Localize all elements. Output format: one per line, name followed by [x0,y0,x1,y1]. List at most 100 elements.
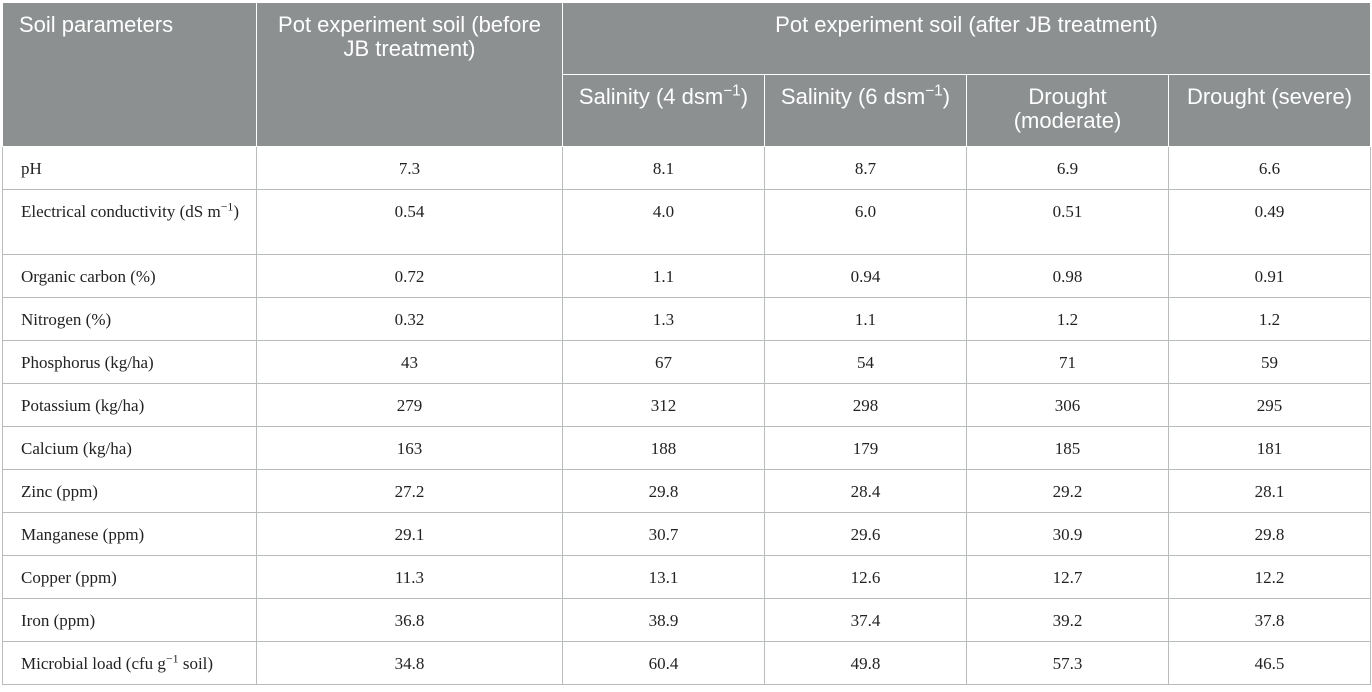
value-cell: 38.9 [562,598,765,642]
parameter-label: Phosphorus (kg/ha) [21,353,154,372]
parameter-superscript: −1 [165,651,179,666]
table-row: Iron (ppm) 36.8 38.9 37.4 39.2 37.8 [2,598,1372,642]
parameter-cell: Copper (ppm) [2,555,257,599]
parameter-label: Nitrogen (%) [21,310,112,329]
value-cell: 29.6 [764,512,967,556]
value-cell: 49.8 [764,641,967,685]
value-cell: 0.54 [256,189,563,255]
value-cell: 188 [562,426,765,470]
header-drought-severe: Drought (severe) [1167,74,1372,147]
table-row: Nitrogen (%) 0.32 1.3 1.1 1.2 1.2 [2,297,1372,341]
header-label: Drought (severe) [1186,84,1353,109]
header-salinity-6: Salinity (6 dsm−1) [764,74,967,147]
parameter-label: pH [21,159,42,178]
header-superscript: −1 [925,82,943,100]
parameter-cell: Organic carbon (%) [2,254,257,298]
parameter-cell: pH [2,146,257,190]
parameter-label: Zinc (ppm) [21,482,98,501]
table-row: Potassium (kg/ha) 279 312 298 306 295 [2,383,1372,427]
value-cell: 30.9 [966,512,1169,556]
parameter-cell: Microbial load (cfu g−1 soil) [2,641,257,685]
parameter-label: Calcium (kg/ha) [21,439,132,458]
value-cell: 13.1 [562,555,765,599]
value-cell: 0.94 [764,254,967,298]
parameter-label: Electrical conductivity (dS m [21,202,221,221]
header-superscript: −1 [723,82,741,100]
value-cell: 295 [1167,383,1372,427]
value-cell: 181 [1167,426,1372,470]
value-cell: 54 [764,340,967,384]
value-cell: 29.2 [966,469,1169,513]
parameter-cell: Nitrogen (%) [2,297,257,341]
parameter-label: Copper (ppm) [21,568,117,587]
header-label: Salinity (4 dsm [578,84,724,109]
value-cell: 0.91 [1167,254,1372,298]
header-drought-moderate: Drought (moderate) [966,74,1169,147]
value-cell: 43 [256,340,563,384]
value-cell: 6.9 [966,146,1169,190]
value-cell: 8.1 [562,146,765,190]
parameter-label: Iron (ppm) [21,611,96,630]
header-after-treatment: Pot experiment soil (after JB treatment) [561,2,1372,75]
value-cell: 59 [1167,340,1372,384]
value-cell: 36.8 [256,598,563,642]
header-label: Drought (moderate) [1013,84,1122,133]
header-row-top: Soil parameters Pot experiment soil (bef… [2,2,1372,147]
value-cell: 312 [562,383,765,427]
value-cell: 60.4 [562,641,765,685]
value-cell: 1.3 [562,297,765,341]
value-cell: 29.8 [562,469,765,513]
value-cell: 0.51 [966,189,1169,255]
table-row: Manganese (ppm) 29.1 30.7 29.6 30.9 29.8 [2,512,1372,556]
header-soil-parameters: Soil parameters [2,2,257,147]
value-cell: 0.72 [256,254,563,298]
value-cell: 39.2 [966,598,1169,642]
value-cell: 12.2 [1167,555,1372,599]
value-cell: 8.7 [764,146,967,190]
table-row: Microbial load (cfu g−1 soil) 34.8 60.4 49.… [2,641,1372,685]
value-cell: 179 [764,426,967,470]
header-label-end: ) [942,84,951,109]
value-cell: 7.3 [256,146,563,190]
header-before-treatment: Pot experiment soil (before JB treatment… [256,2,563,147]
parameter-label: Organic carbon (%) [21,267,156,286]
table-row: Zinc (ppm) 27.2 29.8 28.4 29.2 28.1 [2,469,1372,513]
table-row: Calcium (kg/ha) 163 188 179 185 181 [2,426,1372,470]
table-row: Organic carbon (%) 0.72 1.1 0.94 0.98 0.91 [2,254,1372,298]
value-cell: 71 [966,340,1169,384]
value-cell: 0.49 [1167,189,1372,255]
value-cell: 27.2 [256,469,563,513]
parameter-cell: Zinc (ppm) [2,469,257,513]
value-cell: 28.4 [764,469,967,513]
parameter-label-end: soil) [178,654,214,673]
value-cell: 0.32 [256,297,563,341]
value-cell: 29.8 [1167,512,1372,556]
parameter-superscript: −1 [220,199,234,214]
parameter-cell: Calcium (kg/ha) [2,426,257,470]
value-cell: 11.3 [256,555,563,599]
parameter-cell: Electrical conductivity (dS m−1) [2,189,257,255]
value-cell: 37.8 [1167,598,1372,642]
value-cell: 12.6 [764,555,967,599]
header-label: Salinity (6 dsm [780,84,926,109]
table-row: Copper (ppm) 11.3 13.1 12.6 12.7 12.2 [2,555,1372,599]
parameter-label: Manganese (ppm) [21,525,145,544]
value-cell: 6.6 [1167,146,1372,190]
header-row-sub: Salinity (4 dsm−1) Salinity (6 dsm−1) Dr… [3,74,1372,147]
table-header: Soil parameters Pot experiment soil (bef… [2,2,1372,147]
table-row: Phosphorus (kg/ha) 43 67 54 71 59 [2,340,1372,384]
value-cell: 1.2 [1167,297,1372,341]
parameter-cell: Manganese (ppm) [2,512,257,556]
value-cell: 298 [764,383,967,427]
value-cell: 6.0 [764,189,967,255]
value-cell: 28.1 [1167,469,1372,513]
parameter-label: Microbial load (cfu g [21,654,166,673]
value-cell: 12.7 [966,555,1169,599]
value-cell: 37.4 [764,598,967,642]
value-cell: 67 [562,340,765,384]
parameter-label-end: ) [233,202,240,221]
header-salinity-4: Salinity (4 dsm−1) [562,74,765,147]
value-cell: 185 [966,426,1169,470]
parameter-cell: Potassium (kg/ha) [2,383,257,427]
